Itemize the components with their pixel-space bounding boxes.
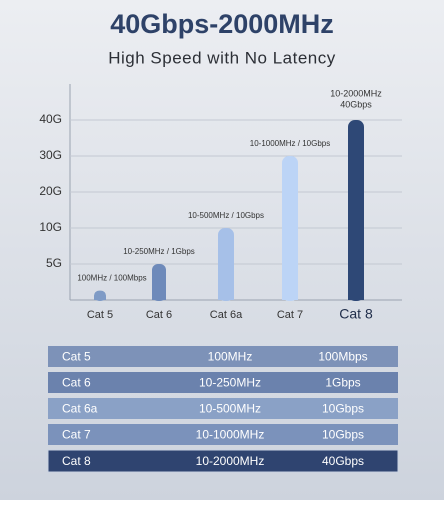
table-cell: 10Gbps <box>322 428 364 442</box>
bar-annotation: 10-2000MHz <box>330 88 382 98</box>
table-cell: 100MHz <box>208 350 253 364</box>
table-cell: 40Gbps <box>322 454 364 468</box>
y-tick-label: 20G <box>39 184 62 198</box>
table-row: Cat 6 10-250MHz 1Gbps <box>48 372 398 393</box>
table-row: Cat 5 100MHz 100Mbps <box>48 346 398 367</box>
x-tick-label: Cat 6 <box>146 309 172 321</box>
bar-base <box>94 296 106 300</box>
table-row: Cat 7 10-1000MHz 10Gbps <box>48 424 398 445</box>
table-cell: 100Mbps <box>318 350 367 364</box>
y-tick-label: 5G <box>46 256 62 270</box>
table-cell: 10Gbps <box>322 402 364 416</box>
table-cell: 10-1000MHz <box>196 428 265 442</box>
table-cell: Cat 5 <box>62 350 91 364</box>
bar-annotation: 10-500MHz / 10Gbps <box>188 211 264 220</box>
row-background <box>48 372 398 393</box>
x-tick-label: Cat 5 <box>87 309 113 321</box>
row-background <box>48 424 398 445</box>
table-cell: Cat 8 <box>62 454 91 468</box>
x-tick-label: Cat 6a <box>210 309 243 321</box>
table-row: Cat 6a 10-500MHz 10Gbps <box>48 398 398 419</box>
bar-base <box>282 164 298 300</box>
bar-base <box>152 271 166 300</box>
table-cell: 10-250MHz <box>199 376 261 390</box>
y-tick-label: 30G <box>39 148 62 162</box>
row-background <box>48 398 398 419</box>
bar-annotation: 10-1000MHz / 10Gbps <box>250 139 331 148</box>
bar-base <box>348 128 364 300</box>
subtitle: High Speed with No Latency <box>108 48 336 67</box>
bar-annotation: 10-250MHz / 1Gbps <box>123 247 195 256</box>
table-cell: 1Gbps <box>325 376 360 390</box>
bar-base <box>218 236 234 300</box>
row-background <box>48 346 398 367</box>
row-background <box>47 449 399 473</box>
table-cell: 10-2000MHz <box>196 454 265 468</box>
x-tick-label: Cat 8 <box>339 306 373 322</box>
table-cell: Cat 7 <box>62 428 91 442</box>
table-cell: Cat 6 <box>62 376 91 390</box>
y-tick-label: 40G <box>39 112 62 126</box>
y-tick-label: 10G <box>39 220 62 234</box>
table-cell: 10-500MHz <box>199 402 261 416</box>
table-row: Cat 8 10-2000MHz 40Gbps <box>47 449 399 473</box>
x-tick-label: Cat 7 <box>277 309 303 321</box>
bar-annotation: 100MHz / 100Mbps <box>77 274 146 283</box>
title: 40Gbps-2000MHz <box>110 9 334 39</box>
bar-annotation: 40Gbps <box>340 99 372 109</box>
table-cell: Cat 6a <box>62 402 98 416</box>
